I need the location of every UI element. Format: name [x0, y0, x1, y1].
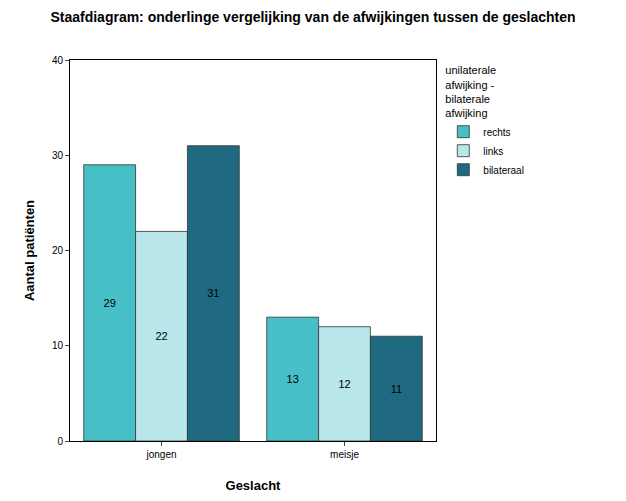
svg-text:22: 22: [155, 330, 167, 342]
svg-text:40: 40: [52, 55, 64, 66]
svg-text:11: 11: [391, 383, 402, 395]
svg-text:meisje: meisje: [330, 449, 359, 460]
svg-text:links: links: [483, 146, 503, 157]
svg-text:bilateraal: bilateraal: [483, 165, 524, 176]
svg-text:12: 12: [338, 378, 350, 390]
svg-text:Staafdiagram: onderlinge verge: Staafdiagram: onderlinge vergelijking va…: [50, 9, 575, 25]
svg-text:20: 20: [52, 245, 64, 256]
svg-text:jongen: jongen: [145, 449, 176, 460]
svg-text:13: 13: [287, 373, 299, 385]
svg-text:29: 29: [104, 297, 116, 309]
svg-text:Aantal patiënten: Aantal patiënten: [22, 200, 37, 301]
svg-text:31: 31: [207, 287, 219, 299]
svg-text:unilateraleafwijking -bilatera: unilateraleafwijking -bilateraleafwijkin…: [445, 64, 496, 119]
svg-text:0: 0: [57, 436, 63, 447]
svg-text:10: 10: [52, 340, 64, 351]
svg-text:rechts: rechts: [483, 127, 510, 138]
svg-text:30: 30: [52, 150, 64, 161]
svg-text:Geslacht: Geslacht: [226, 478, 282, 493]
